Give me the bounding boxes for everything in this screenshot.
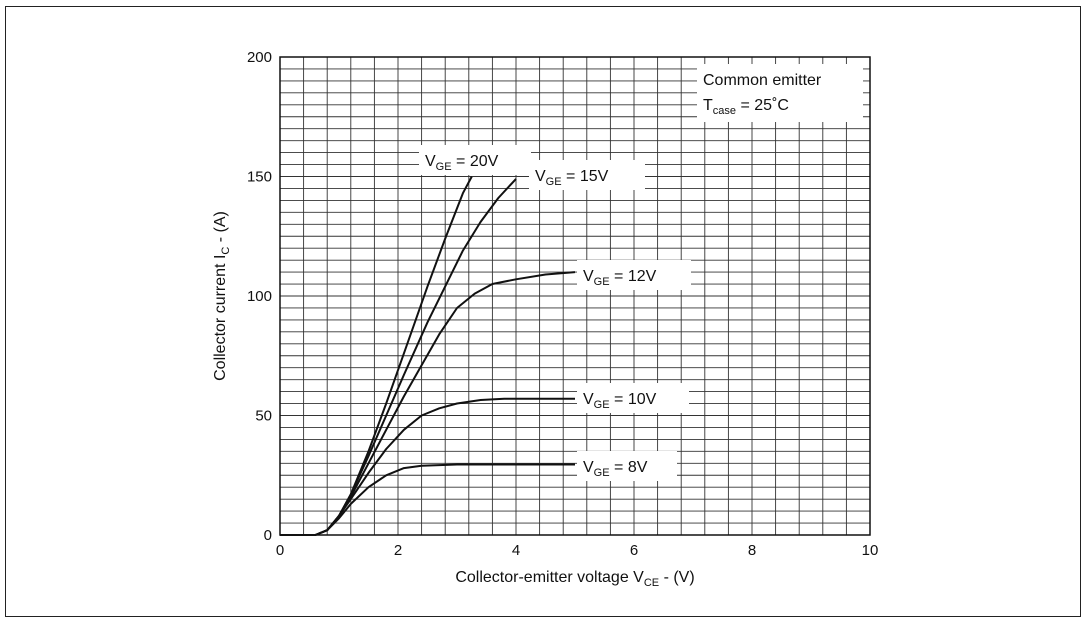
annotation-box: Common emitter Tcase = 25˚C xyxy=(697,64,863,122)
grid xyxy=(280,57,870,535)
y-tick-label: 0 xyxy=(264,527,272,544)
x-tick-label: 8 xyxy=(748,542,756,559)
y-axis-title: Collector current IC - (A) xyxy=(212,211,232,381)
curve-label-bg xyxy=(419,145,531,175)
annotation-line1: Common emitter xyxy=(703,72,822,89)
curve-label-bg xyxy=(529,160,645,190)
figure-frame xyxy=(5,6,1081,617)
curve-label-text: VGE = 10V xyxy=(583,391,657,411)
y-tick-label: 150 xyxy=(247,169,272,186)
curve-label: VGE = 12V xyxy=(577,260,691,290)
y-tick-label: 200 xyxy=(247,49,272,66)
y-tick-label: 50 xyxy=(255,408,272,425)
x-tick-label: 6 xyxy=(630,542,638,559)
annotation-line2: Tcase = 25˚C xyxy=(703,97,789,117)
curve-label-bg xyxy=(577,383,689,413)
series-line xyxy=(280,463,575,536)
x-axis-title: Collector-emitter voltage VCE - (V) xyxy=(455,569,694,589)
x-tick-label: 2 xyxy=(394,542,402,559)
curve-label: VGE = 20V xyxy=(419,145,531,175)
curve-label: VGE = 15V xyxy=(529,160,645,190)
curve-label: VGE = 10V xyxy=(577,383,689,413)
x-tick-label: 4 xyxy=(512,542,520,559)
curve-labels: VGE = 20V VGE = 15V VGE = 12V VGE = 10V VGE … xyxy=(419,145,691,481)
curve-label-text: VGE = 15V xyxy=(535,168,609,188)
curve-label-text: VGE = 20V xyxy=(425,153,499,173)
series-line xyxy=(280,397,575,536)
y-tick-label: 100 xyxy=(247,288,272,305)
curve-label-text: VGE = 12V xyxy=(583,268,657,288)
curves xyxy=(280,176,576,536)
curve-label-bg xyxy=(577,260,691,290)
curve-label-bg xyxy=(577,451,677,481)
curve-label: VGE = 8V xyxy=(577,451,677,481)
plot-border xyxy=(279,56,871,536)
curve-label-text: VGE = 8V xyxy=(583,459,648,479)
x-tick-label: 10 xyxy=(862,542,879,559)
x-tick-label: 0 xyxy=(276,542,284,559)
